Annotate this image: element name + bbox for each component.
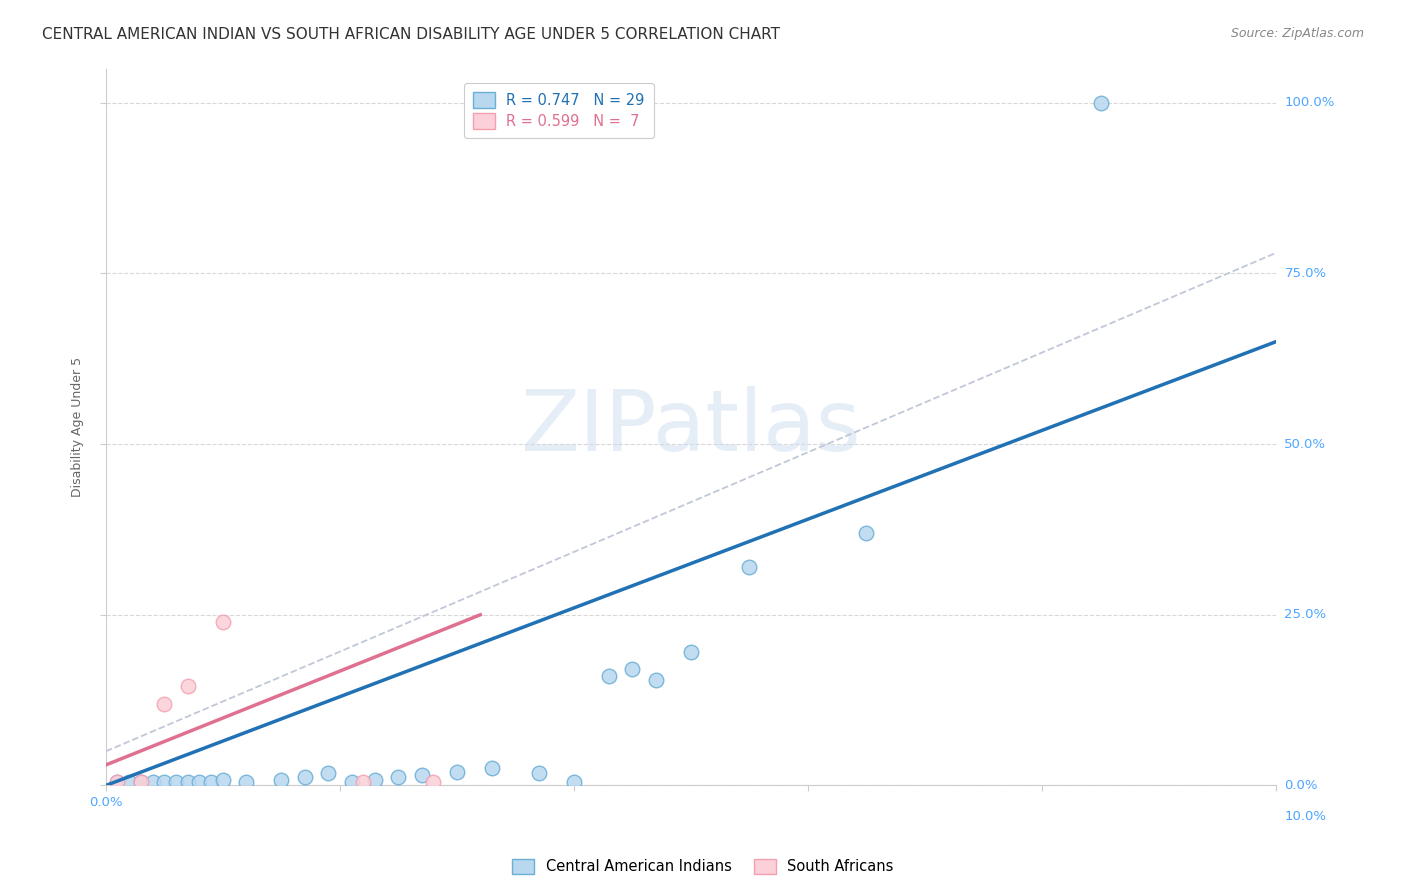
Legend: R = 0.747   N = 29, R = 0.599   N =  7: R = 0.747 N = 29, R = 0.599 N = 7 xyxy=(464,83,654,138)
Legend: Central American Indians, South Africans: Central American Indians, South Africans xyxy=(506,853,900,880)
Point xyxy=(153,697,176,711)
Point xyxy=(446,764,468,779)
Point xyxy=(176,775,198,789)
Point xyxy=(316,766,339,780)
Point xyxy=(352,775,374,789)
Point xyxy=(422,775,444,789)
Point xyxy=(340,775,363,789)
Point xyxy=(294,770,316,784)
Text: 0.0%: 0.0% xyxy=(1285,779,1317,792)
Point xyxy=(1090,95,1112,110)
Text: 75.0%: 75.0% xyxy=(1285,267,1326,280)
Point xyxy=(176,680,198,694)
Point xyxy=(481,761,503,775)
Text: CENTRAL AMERICAN INDIAN VS SOUTH AFRICAN DISABILITY AGE UNDER 5 CORRELATION CHAR: CENTRAL AMERICAN INDIAN VS SOUTH AFRICAN… xyxy=(42,27,780,42)
Text: 100.0%: 100.0% xyxy=(1285,96,1334,109)
Point xyxy=(118,775,141,789)
Point xyxy=(129,775,152,789)
Text: 25.0%: 25.0% xyxy=(1285,608,1326,621)
Point xyxy=(270,772,292,787)
Point xyxy=(738,560,761,574)
Point xyxy=(644,673,666,687)
Point xyxy=(211,615,233,629)
Point xyxy=(855,525,877,540)
Point xyxy=(142,775,165,789)
Text: 10.0%: 10.0% xyxy=(1285,811,1326,823)
Point xyxy=(621,662,644,676)
Point xyxy=(679,645,702,659)
Point xyxy=(211,772,233,787)
Point xyxy=(387,770,409,784)
Point xyxy=(527,766,550,780)
Text: ZIPatlas: ZIPatlas xyxy=(520,385,862,468)
Point xyxy=(188,775,211,789)
Point xyxy=(153,775,176,789)
Point xyxy=(165,775,187,789)
Point xyxy=(107,775,129,789)
Point xyxy=(235,775,257,789)
Point xyxy=(411,767,433,781)
Text: Source: ZipAtlas.com: Source: ZipAtlas.com xyxy=(1230,27,1364,40)
Y-axis label: Disability Age Under 5: Disability Age Under 5 xyxy=(72,357,84,497)
Point xyxy=(200,775,222,789)
Point xyxy=(129,775,152,789)
Point xyxy=(107,775,129,789)
Text: 50.0%: 50.0% xyxy=(1285,438,1326,450)
Point xyxy=(562,775,585,789)
Point xyxy=(364,772,387,787)
Point xyxy=(598,669,620,683)
